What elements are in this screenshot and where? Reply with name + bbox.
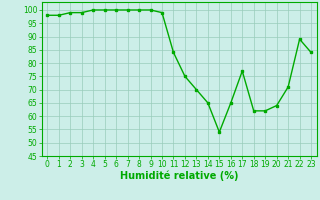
X-axis label: Humidité relative (%): Humidité relative (%) [120,171,238,181]
